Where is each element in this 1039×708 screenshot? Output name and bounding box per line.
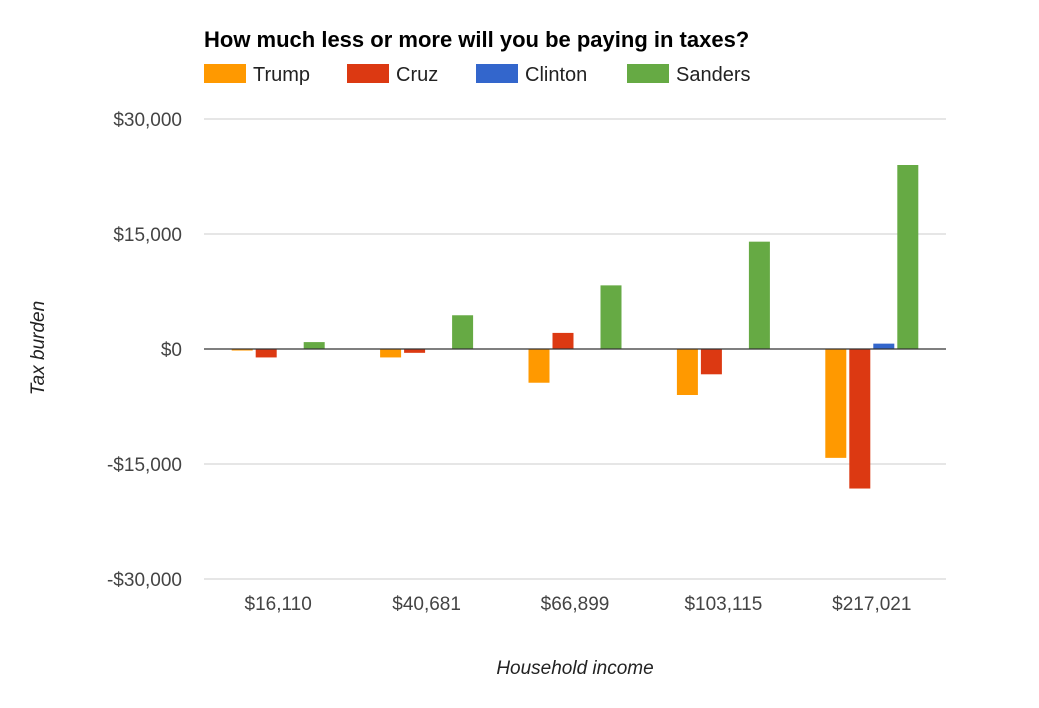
bar-clinton [873,343,895,349]
bar-cruz [700,349,722,375]
legend-swatch-clinton [476,64,518,83]
x-tick-label: $40,681 [392,594,461,615]
bar-cruz [552,332,574,349]
bar-series [231,165,919,489]
legend-swatch-trump [204,64,246,83]
legend-swatch-sanders [627,64,669,83]
y-tick-label: -$15,000 [107,455,182,476]
x-tick-label: $66,899 [541,594,610,615]
y-axis-title: Tax burden [28,301,49,395]
y-gridlines [204,118,946,580]
bar-cruz [255,349,277,358]
bar-trump [825,349,847,458]
y-tick-label: $15,000 [113,225,182,246]
bar-sanders [452,315,474,349]
x-tick-label: $16,110 [245,594,312,615]
bar-sanders [897,165,919,349]
y-tick-label: $30,000 [113,110,182,131]
y-tick-label: $0 [161,340,182,361]
x-tick-label: $103,115 [684,594,762,615]
bar-sanders [748,241,770,349]
legend-label-sanders: Sanders [676,64,751,86]
bar-trump [676,349,698,395]
chart-legend: Trump Cruz Clinton Sanders [204,64,751,86]
chart-title: How much less or more will you be paying… [204,27,749,52]
bar-cruz [404,349,426,353]
y-tick-labels: $30,000 $15,000 $0 -$15,000 -$30,000 [107,110,182,591]
bar-sanders [303,342,325,349]
x-axis-title: Household income [496,658,653,679]
bar-trump [528,349,550,383]
legend-swatch-cruz [347,64,389,83]
legend-label-trump: Trump [253,64,310,86]
bar-cruz [849,349,871,489]
y-tick-label: -$30,000 [107,570,182,591]
bar-trump [380,349,402,358]
bar-trump [231,349,253,351]
legend-label-cruz: Cruz [396,64,438,86]
x-tick-label: $217,021 [832,594,911,615]
x-tick-labels: $16,110 $40,681 $66,899 $103,115 $217,021 [245,594,912,615]
bar-sanders [600,285,622,349]
legend-label-clinton: Clinton [525,64,587,86]
